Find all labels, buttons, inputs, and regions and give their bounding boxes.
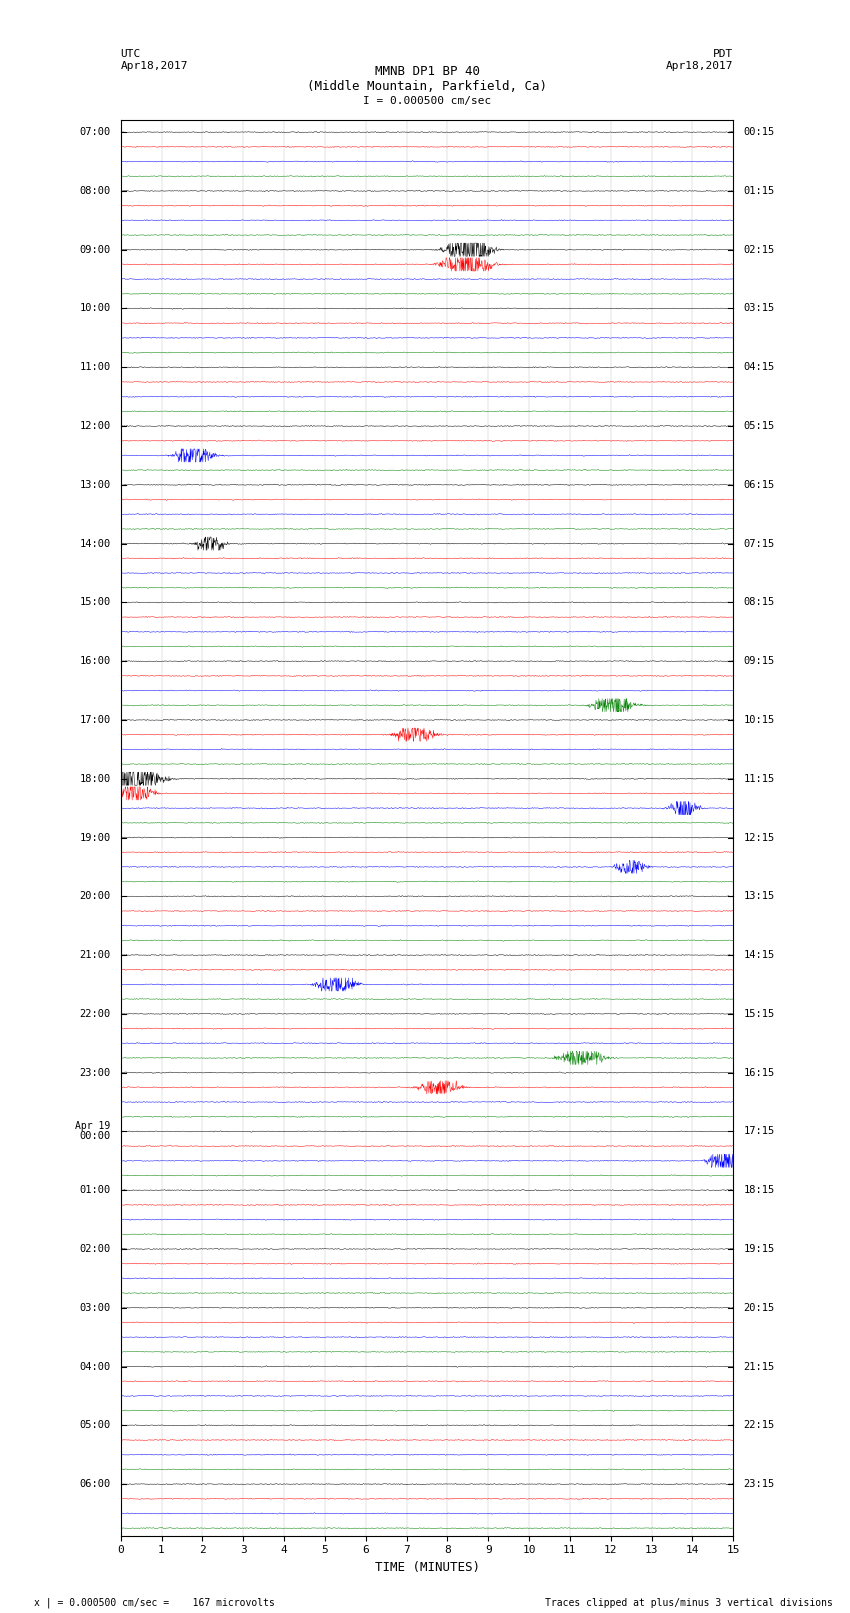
Text: 15:00: 15:00: [79, 597, 110, 608]
Text: 00:00: 00:00: [79, 1131, 110, 1142]
Text: Apr 19: Apr 19: [76, 1121, 110, 1131]
Text: 22:00: 22:00: [79, 1008, 110, 1019]
Text: Traces clipped at plus/minus 3 vertical divisions: Traces clipped at plus/minus 3 vertical …: [545, 1598, 833, 1608]
Text: 18:15: 18:15: [744, 1186, 774, 1195]
Text: 12:00: 12:00: [79, 421, 110, 431]
Text: 07:00: 07:00: [79, 127, 110, 137]
Text: UTC
Apr18,2017: UTC Apr18,2017: [121, 50, 188, 71]
Text: 04:15: 04:15: [744, 363, 774, 373]
Text: 15:15: 15:15: [744, 1008, 774, 1019]
Text: 06:15: 06:15: [744, 479, 774, 490]
Text: 02:00: 02:00: [79, 1244, 110, 1253]
Text: 19:15: 19:15: [744, 1244, 774, 1253]
Text: 13:00: 13:00: [79, 479, 110, 490]
Text: 10:00: 10:00: [79, 303, 110, 313]
Text: 01:00: 01:00: [79, 1186, 110, 1195]
Text: 05:15: 05:15: [744, 421, 774, 431]
Text: 21:00: 21:00: [79, 950, 110, 960]
Text: 23:15: 23:15: [744, 1479, 774, 1489]
Text: 08:15: 08:15: [744, 597, 774, 608]
Text: 17:00: 17:00: [79, 715, 110, 724]
Text: 09:00: 09:00: [79, 245, 110, 255]
Title: MMNB DP1 BP 40
(Middle Mountain, Parkfield, Ca): MMNB DP1 BP 40 (Middle Mountain, Parkfie…: [307, 65, 547, 94]
Text: 18:00: 18:00: [79, 774, 110, 784]
Text: I = 0.000500 cm/sec: I = 0.000500 cm/sec: [363, 97, 491, 106]
Text: 20:00: 20:00: [79, 892, 110, 902]
Text: 20:15: 20:15: [744, 1303, 774, 1313]
Text: 06:00: 06:00: [79, 1479, 110, 1489]
Text: 12:15: 12:15: [744, 832, 774, 842]
Text: 11:00: 11:00: [79, 363, 110, 373]
Text: 09:15: 09:15: [744, 656, 774, 666]
Text: 14:15: 14:15: [744, 950, 774, 960]
Text: 16:15: 16:15: [744, 1068, 774, 1077]
Text: 17:15: 17:15: [744, 1126, 774, 1137]
Text: 14:00: 14:00: [79, 539, 110, 548]
Text: 10:15: 10:15: [744, 715, 774, 724]
Text: 21:15: 21:15: [744, 1361, 774, 1371]
Text: 05:00: 05:00: [79, 1421, 110, 1431]
Text: 03:15: 03:15: [744, 303, 774, 313]
Text: 23:00: 23:00: [79, 1068, 110, 1077]
Text: 04:00: 04:00: [79, 1361, 110, 1371]
Text: 11:15: 11:15: [744, 774, 774, 784]
Text: 00:15: 00:15: [744, 127, 774, 137]
Text: 16:00: 16:00: [79, 656, 110, 666]
Text: 13:15: 13:15: [744, 892, 774, 902]
Text: 03:00: 03:00: [79, 1303, 110, 1313]
Text: 02:15: 02:15: [744, 245, 774, 255]
Text: 01:15: 01:15: [744, 185, 774, 195]
X-axis label: TIME (MINUTES): TIME (MINUTES): [375, 1561, 479, 1574]
Text: 08:00: 08:00: [79, 185, 110, 195]
Text: 07:15: 07:15: [744, 539, 774, 548]
Text: PDT
Apr18,2017: PDT Apr18,2017: [666, 50, 734, 71]
Text: 19:00: 19:00: [79, 832, 110, 842]
Text: 22:15: 22:15: [744, 1421, 774, 1431]
Text: x | = 0.000500 cm/sec =    167 microvolts: x | = 0.000500 cm/sec = 167 microvolts: [34, 1597, 275, 1608]
